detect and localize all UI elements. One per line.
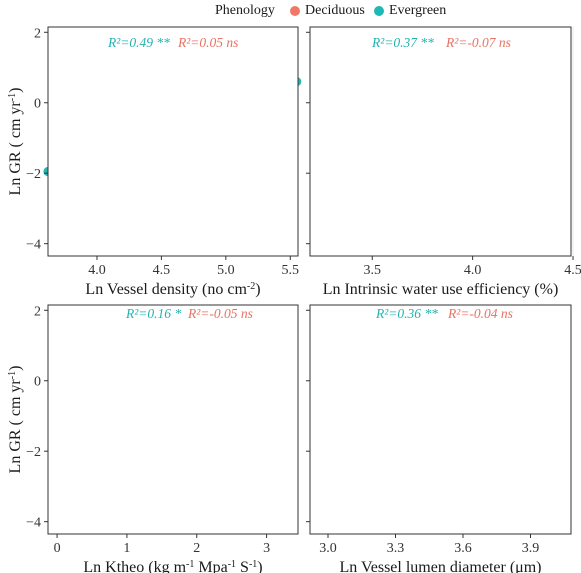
x-tick-label: 0 [54,541,61,556]
panel-frame [47,26,299,257]
panel-top-right: 3.5 4.0 4.5 Ln Intrinsic water use efficien… [306,26,581,298]
x-axis-title: Ln Intrinsic water use efficiency (%) [323,281,559,298]
y-tick-label: −4 [26,238,41,253]
legend-label-deciduous: Deciduous [305,3,365,18]
x-tick-label: 3.3 [387,541,405,556]
y-tick-label: −2 [26,445,41,460]
x-tick-label: 4.5 [564,263,581,278]
panel-frame [309,26,572,257]
x-tick-label: 5.0 [217,263,235,278]
x-tick-label: 2 [193,541,200,556]
x-tick-label: 3.0 [319,541,337,556]
y-tick-label: −4 [26,516,41,531]
x-tick-label: 4.5 [153,263,171,278]
x-tick-label: 3.5 [363,263,381,278]
legend: Phenology Deciduous Evergreen [0,0,581,26]
y-tick-label: 0 [34,97,41,112]
x-tick-label: 5.5 [282,263,300,278]
legend-title: Phenology [215,3,275,18]
r2-annotation-evergreen: R²=0.49 ** [107,35,170,50]
y-tick-label: 2 [34,304,41,319]
legend-item-evergreen: Evergreen [374,3,446,19]
legend-marker-deciduous [290,6,300,16]
r2-annotation-evergreen: R²=0.36 ** [375,306,438,321]
panel-frame [47,304,299,535]
y-axis-title: Ln GR ( cm yr-1) [7,366,25,474]
r2-annotation-deciduous: R²=-0.05 ns [187,306,253,321]
y-tick-label: 2 [34,26,41,41]
r2-annotation-evergreen: R²=0.16 * [125,306,181,321]
r2-annotation-deciduous: R²=-0.04 ns [447,306,513,321]
y-axis-title: Ln GR ( cm yr-1) [7,88,25,196]
panel-frame [309,304,572,535]
y-tick-label: −2 [26,167,41,182]
panel-bottom-right: 3.0 3.3 3.6 3.9 Ln Vessel lumen diameter (μm… [306,304,572,573]
x-axis-title: Ln Ktheo (kg m-1 Mpa-1 S-1) [83,559,262,573]
legend-item-deciduous: Deciduous [290,3,365,19]
x-tick-label: 3 [263,541,270,556]
y-tick-label: 0 [34,375,41,390]
panel-bottom-left: 0 1 2 3 −4 −2 0 2 Ln Ktheo (kg m-1 Mpa-1 S-1) Ln … [7,304,299,573]
x-tick-label: 4.0 [88,263,106,278]
x-tick-label: 3.9 [522,541,540,556]
legend-label-evergreen: Evergreen [389,3,447,18]
r2-annotation-evergreen: R²=0.37 ** [371,35,434,50]
x-axis-title: Ln Vessel lumen diameter (μm) [339,559,541,573]
x-axis-title: Ln Vessel density (no cm-2) [85,281,260,299]
legend-marker-evergreen [374,6,384,16]
r2-annotation-deciduous: R²=0.05 ns [177,35,238,50]
panel-top-left: 4.0 4.5 5.0 5.5 −4 −2 0 2 Ln Vessel density (no … [7,26,302,298]
x-tick-label: 1 [123,541,130,556]
x-tick-label: 4.0 [464,263,482,278]
r2-annotation-deciduous: R²=-0.07 ns [445,35,511,50]
x-tick-label: 3.6 [454,541,472,556]
